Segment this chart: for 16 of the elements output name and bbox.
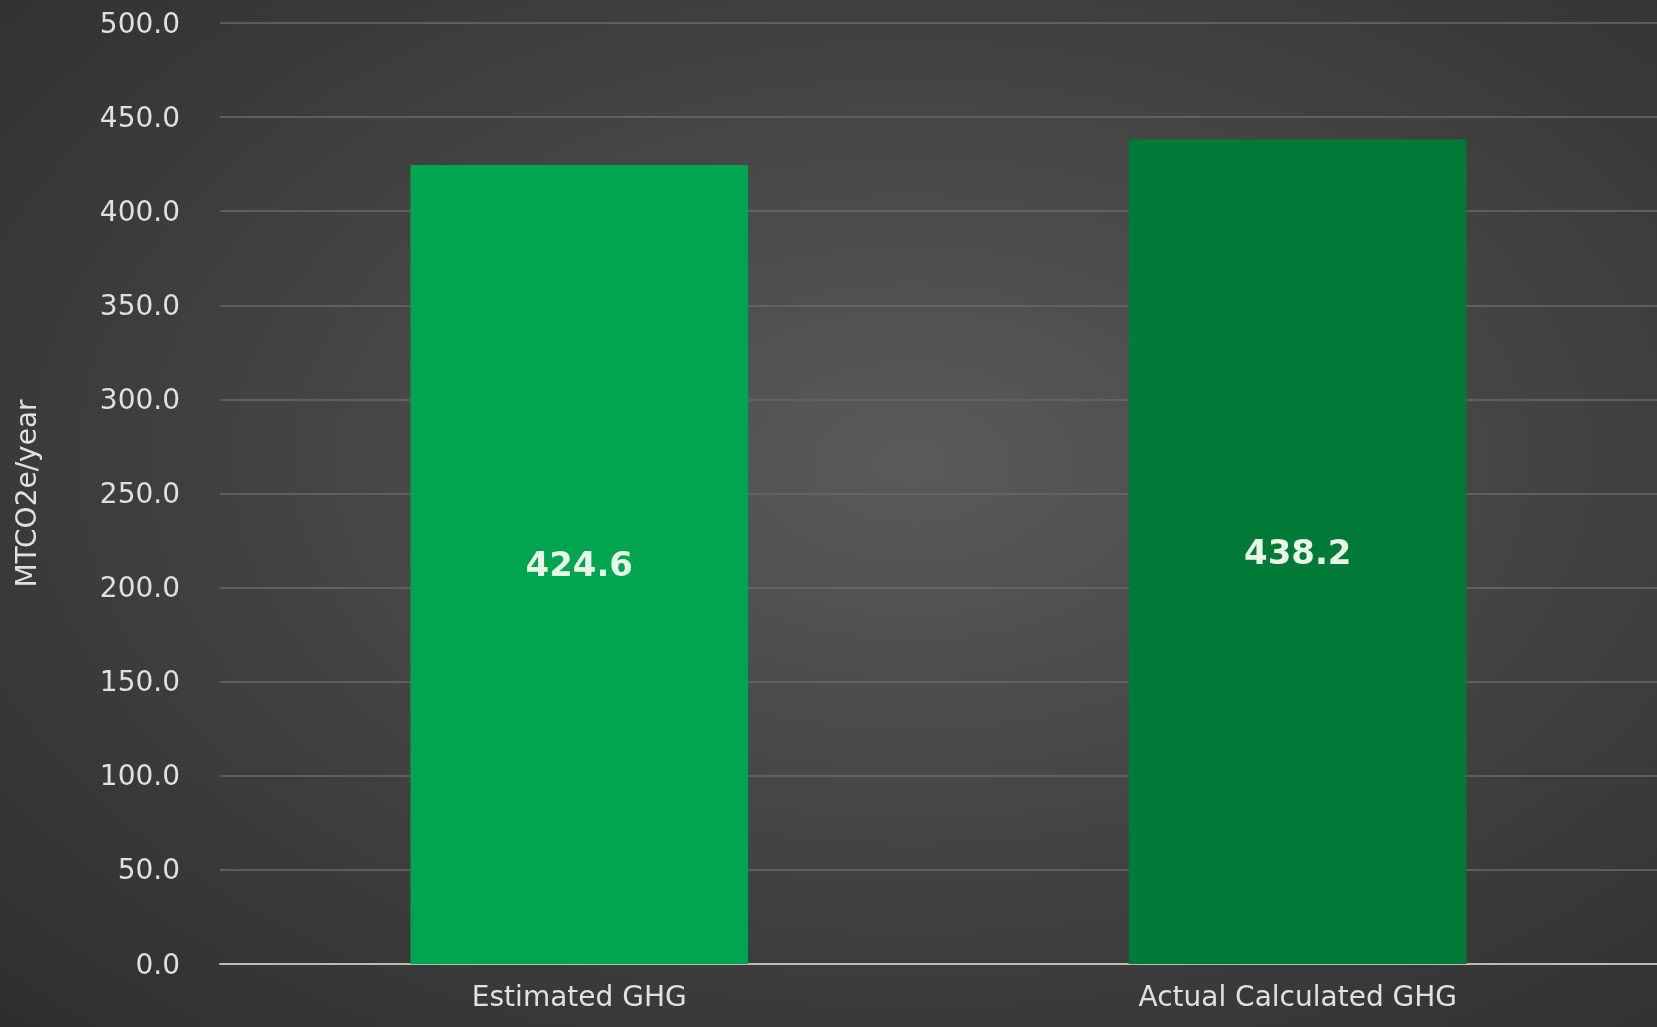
y-tick-label: 100.0 bbox=[99, 759, 180, 793]
y-tick-label: 250.0 bbox=[99, 477, 180, 510]
y-tick-label: 50.0 bbox=[117, 853, 180, 887]
y-tick-label: 0.0 bbox=[135, 947, 180, 981]
y-tick-label: 350.0 bbox=[99, 288, 180, 322]
y-tick-label: 400.0 bbox=[99, 194, 180, 228]
y-tick-label: 450.0 bbox=[99, 100, 180, 134]
data-label: 438.2 bbox=[1243, 531, 1352, 572]
y-tick-label: 150.0 bbox=[99, 665, 180, 699]
y-tick-label: 200.0 bbox=[99, 571, 180, 605]
y-tick-label: 300.0 bbox=[99, 382, 180, 416]
y-axis-title: MTCO2e/year bbox=[9, 398, 43, 588]
x-tick-label: Actual Calculated GHG bbox=[1138, 979, 1458, 1013]
y-tick-label: 500.0 bbox=[99, 6, 180, 40]
data-label: 424.6 bbox=[525, 544, 634, 585]
x-tick-label: Estimated GHG bbox=[471, 979, 687, 1013]
